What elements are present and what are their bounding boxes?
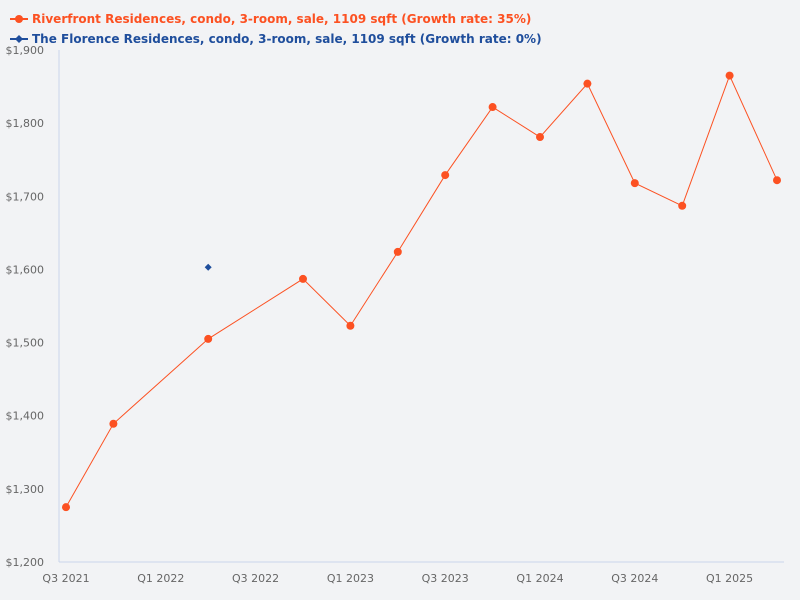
data-point	[630, 179, 639, 188]
x-tick-label: Q3 2024	[611, 572, 658, 585]
x-tick-label: Q3 2021	[42, 572, 89, 585]
x-tick-label: Q3 2022	[232, 572, 279, 585]
series-layer	[62, 71, 781, 512]
x-tick-label: Q1 2023	[327, 572, 374, 585]
y-tick-label: $1,200	[6, 556, 45, 569]
x-tick-label: Q1 2025	[706, 572, 753, 585]
x-tick-label: Q3 2023	[422, 572, 469, 585]
y-tick-label: $1,700	[6, 190, 45, 203]
data-point	[204, 263, 212, 271]
legend-label: Riverfront Residences, condo, 3-room, sa…	[32, 12, 532, 26]
data-point	[583, 79, 592, 88]
legend-label: The Florence Residences, condo, 3-room, …	[32, 32, 542, 46]
data-point	[536, 133, 544, 142]
x-axis-ticks: Q3 2021 Q1 2022 Q3 2022 Q1 2023 Q3 2023 Q1 20…	[42, 572, 753, 585]
circle-marker-icon	[10, 15, 28, 23]
legend-item-riverfront[interactable]: Riverfront Residences, condo, 3-room, sa…	[10, 9, 542, 29]
series-line	[65, 74, 778, 508]
y-tick-label: $1,300	[6, 483, 45, 496]
data-point	[62, 503, 70, 512]
y-tick-label: $1,500	[6, 337, 45, 350]
data-point	[204, 334, 213, 343]
data-point	[346, 321, 355, 330]
data-point	[299, 274, 307, 283]
y-axis-ticks: $1,200 $1,300 $1,400 $1,500 $1,600 $1,700 $1,8…	[6, 44, 45, 569]
legend: Riverfront Residences, condo, 3-room, sa…	[10, 9, 542, 49]
data-point	[725, 71, 734, 80]
diamond-marker-icon	[10, 35, 28, 43]
y-tick-label: $1,400	[6, 410, 45, 423]
y-tick-label: $1,900	[6, 44, 45, 57]
legend-item-florence[interactable]: The Florence Residences, condo, 3-room, …	[10, 29, 542, 49]
data-point	[441, 171, 450, 180]
x-tick-label: Q1 2024	[516, 572, 563, 585]
x-tick-label: Q1 2022	[137, 572, 184, 585]
y-tick-label: $1,600	[6, 263, 45, 276]
y-tick-label: $1,800	[6, 117, 45, 130]
data-point	[109, 419, 118, 428]
data-point	[393, 247, 402, 256]
data-point	[773, 176, 781, 185]
data-point	[678, 201, 687, 210]
axes	[58, 50, 784, 563]
data-point	[488, 103, 497, 112]
